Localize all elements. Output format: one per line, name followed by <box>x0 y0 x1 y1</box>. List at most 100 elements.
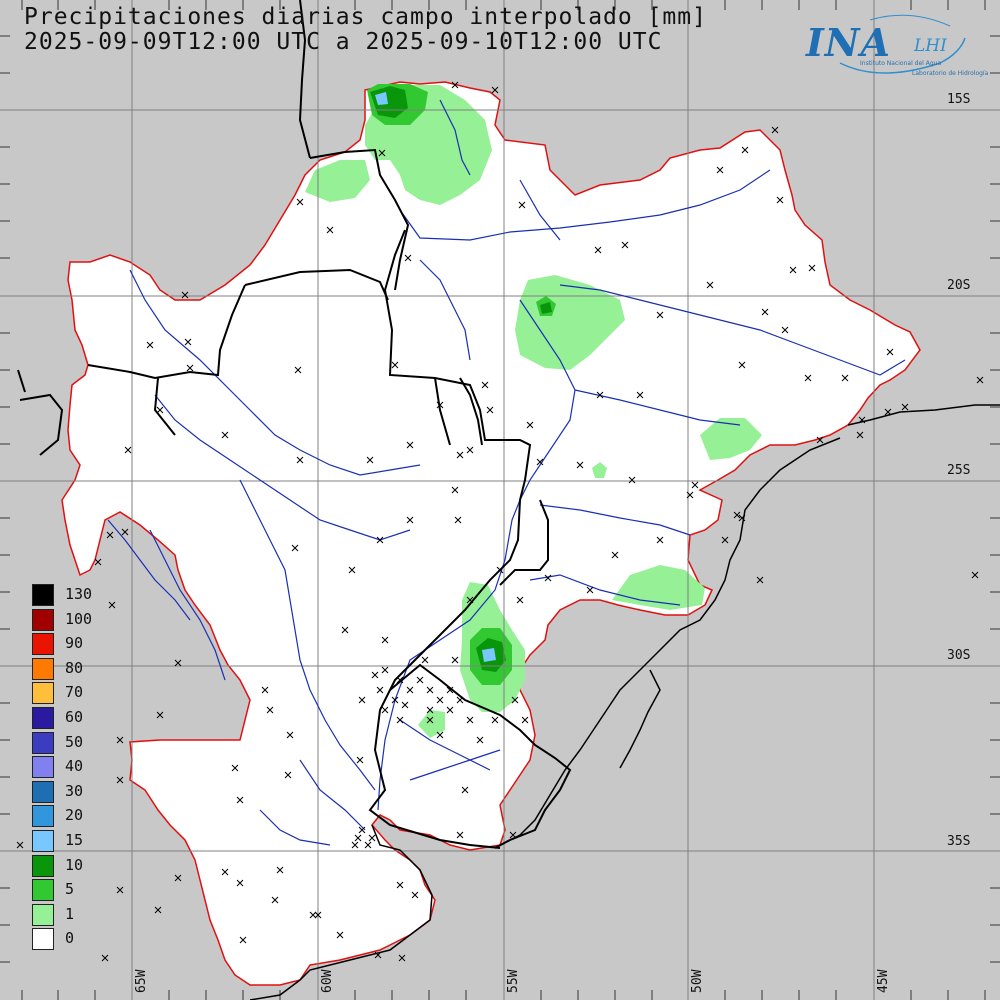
station-marker <box>356 756 364 764</box>
station-marker <box>106 531 114 539</box>
station-marker <box>971 571 979 579</box>
station-marker <box>691 481 699 489</box>
station-marker <box>586 586 594 594</box>
station-marker <box>456 451 464 459</box>
station-marker <box>436 696 444 704</box>
logo-subtitle-lhi: Laboratorio de Hidrología <box>912 70 989 77</box>
station-marker <box>351 841 359 849</box>
legend-swatch <box>32 805 54 828</box>
station-marker <box>536 458 544 466</box>
logo-subtitle-ina: Instituto Nacional del Agua <box>860 60 942 67</box>
lat-label-20s: 20S <box>947 278 971 293</box>
station-marker <box>491 86 499 94</box>
station-marker <box>94 558 102 566</box>
station-marker <box>594 246 602 254</box>
legend-label: 130 <box>65 585 93 603</box>
station-marker <box>451 486 459 494</box>
station-marker <box>239 936 247 944</box>
legend-label: 70 <box>65 683 84 702</box>
station-marker <box>286 731 294 739</box>
station-marker <box>101 954 109 962</box>
country-borders <box>17 0 572 849</box>
station-marker <box>381 636 389 644</box>
legend-label: 20 <box>65 806 84 825</box>
station-marker <box>858 416 866 424</box>
lon-label-60w: 60W <box>320 969 335 993</box>
legend-label: 50 <box>65 732 84 751</box>
legend-swatch <box>32 584 54 606</box>
station-markers <box>16 81 984 962</box>
coastline <box>249 404 1000 1000</box>
station-marker <box>436 401 444 409</box>
station-marker <box>276 866 284 874</box>
station-marker <box>381 706 389 714</box>
station-marker <box>221 431 229 439</box>
lon-label-65w: 65W <box>134 969 149 993</box>
station-marker <box>518 201 526 209</box>
station-marker <box>309 911 317 919</box>
legend-label: 10 <box>65 855 84 874</box>
station-marker <box>841 374 849 382</box>
station-marker <box>466 716 474 724</box>
station-marker <box>596 391 604 399</box>
station-marker <box>516 596 524 604</box>
station-marker <box>808 264 816 272</box>
station-marker <box>426 686 434 694</box>
legend-label: 60 <box>65 708 84 726</box>
station-marker <box>544 574 552 582</box>
station-marker <box>526 421 534 429</box>
station-marker <box>771 126 779 134</box>
station-marker <box>358 696 366 704</box>
station-marker <box>406 441 414 449</box>
station-marker <box>314 911 322 919</box>
station-marker <box>789 266 797 274</box>
station-marker <box>341 626 349 634</box>
station-marker <box>401 701 409 709</box>
legend-swatch <box>32 854 54 877</box>
legend-label: 5 <box>65 880 75 899</box>
station-marker <box>451 656 459 664</box>
station-marker <box>371 671 379 679</box>
station-marker <box>756 576 764 584</box>
station-marker <box>436 731 444 739</box>
station-marker <box>456 831 464 839</box>
lat-label-35s: 35S <box>947 834 971 849</box>
legend-swatch <box>32 756 54 779</box>
station-marker <box>706 281 714 289</box>
station-marker <box>156 406 164 414</box>
station-marker <box>16 841 24 849</box>
station-marker <box>376 536 384 544</box>
legend-swatch <box>32 780 54 803</box>
legend-label: 15 <box>65 831 84 849</box>
station-marker <box>381 666 389 674</box>
station-marker <box>184 338 192 346</box>
station-marker <box>116 776 124 784</box>
legend-label: 0 <box>65 929 75 948</box>
legend-swatch <box>32 707 54 729</box>
station-marker <box>884 408 892 416</box>
station-marker <box>364 841 372 849</box>
station-marker <box>421 656 429 664</box>
station-marker <box>741 146 749 154</box>
legend-label: 80 <box>65 658 84 677</box>
legend-swatch <box>32 903 54 926</box>
station-marker <box>396 881 404 889</box>
station-marker <box>636 391 644 399</box>
station-marker <box>776 196 784 204</box>
station-marker <box>271 896 279 904</box>
station-marker <box>454 516 462 524</box>
station-marker <box>284 771 292 779</box>
station-marker <box>451 81 459 89</box>
station-marker <box>466 596 474 604</box>
station-marker <box>294 366 302 374</box>
station-marker <box>738 361 746 369</box>
station-marker <box>761 308 769 316</box>
station-marker <box>358 826 366 834</box>
station-marker <box>476 736 484 744</box>
lon-label-45w: 45W <box>876 969 891 993</box>
date-range: 2025-09-09T12:00 UTC a 2025-09-10T12:00 … <box>24 29 663 55</box>
station-marker <box>411 891 419 899</box>
